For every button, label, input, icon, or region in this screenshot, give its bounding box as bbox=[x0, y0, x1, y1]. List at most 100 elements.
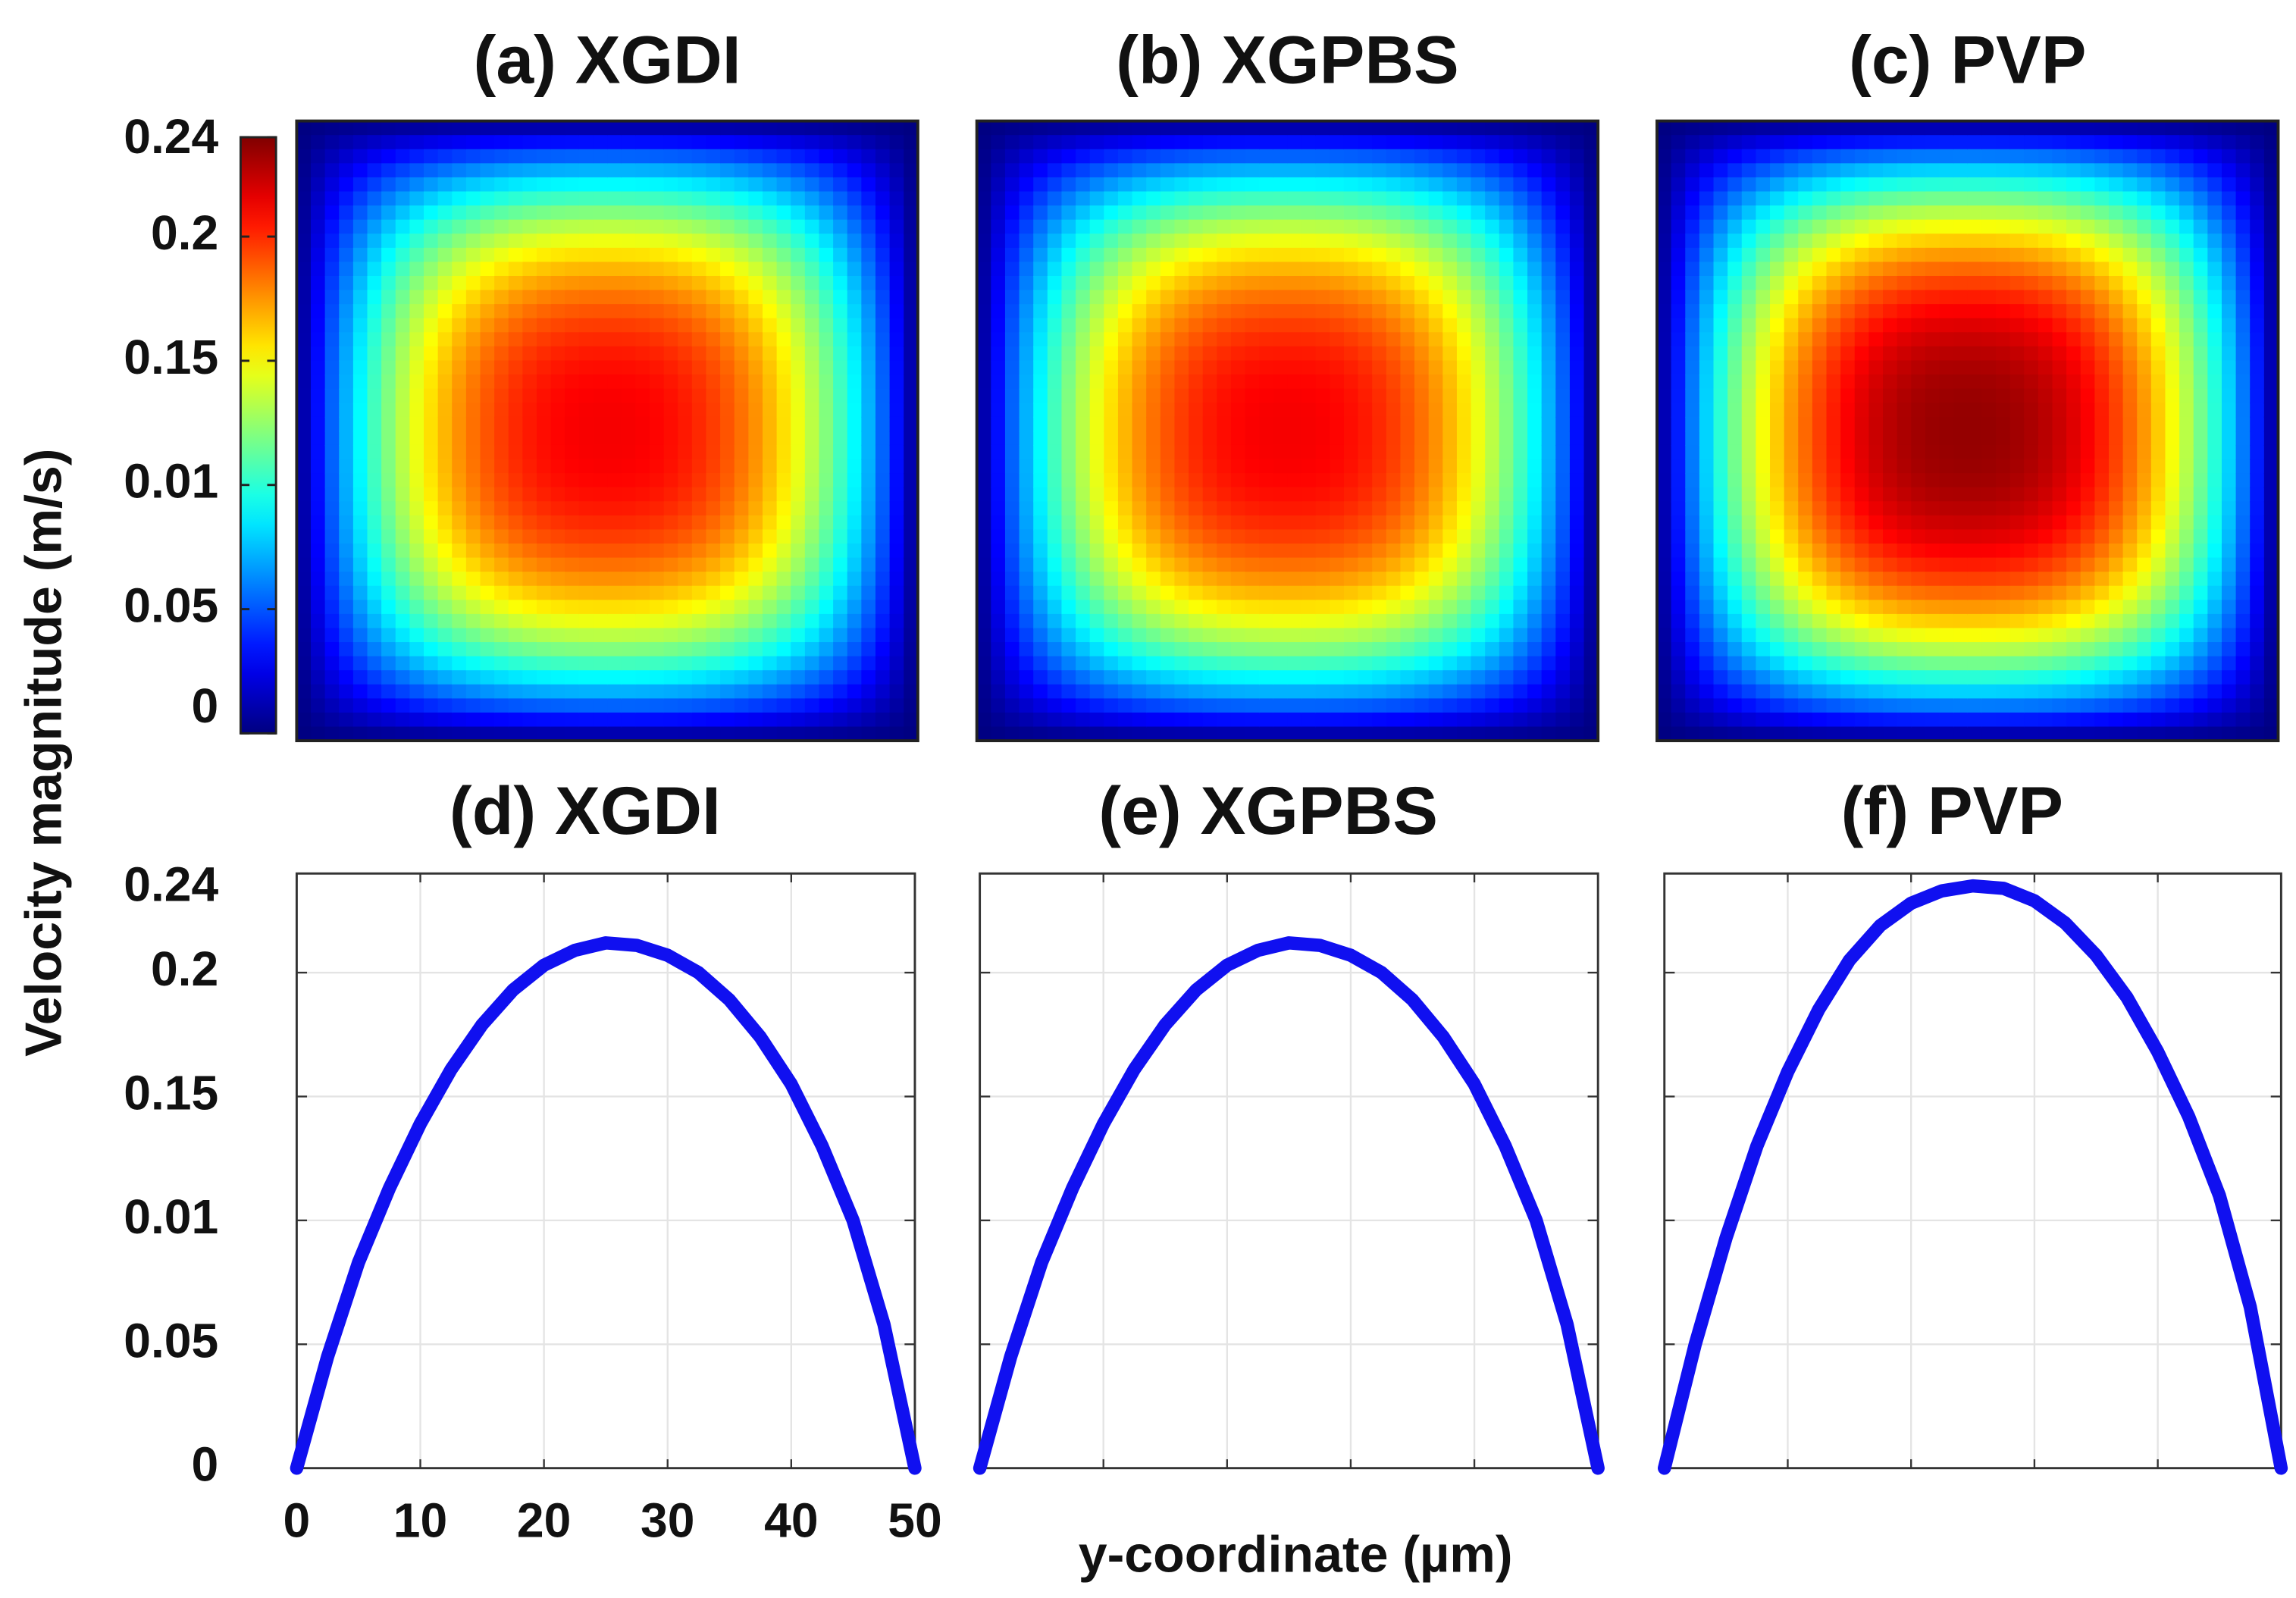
heatmap-cell bbox=[550, 712, 566, 728]
heatmap-cell bbox=[1868, 177, 1884, 193]
heatmap-cell bbox=[1727, 670, 1743, 685]
heatmap-cell bbox=[381, 557, 396, 573]
heatmap-cell bbox=[649, 346, 665, 362]
heatmap-cell bbox=[1132, 416, 1148, 432]
heatmap-cell bbox=[1315, 388, 1331, 404]
heatmap-cell bbox=[1981, 572, 1997, 587]
heatmap-cell bbox=[1343, 684, 1359, 700]
heatmap-cell bbox=[706, 459, 722, 475]
heatmap-cell bbox=[508, 304, 524, 319]
heatmap-cell bbox=[1798, 712, 1814, 728]
heatmap-cell bbox=[381, 163, 396, 179]
heatmap-cell bbox=[465, 233, 481, 249]
heatmap-cell bbox=[804, 332, 820, 348]
heatmap-cell bbox=[1513, 332, 1529, 348]
heatmap-cell bbox=[1854, 233, 1870, 249]
heatmap-cell bbox=[1967, 698, 1983, 714]
heatmap-cell bbox=[1202, 501, 1218, 517]
heatmap-cell bbox=[593, 318, 609, 334]
heatmap-cell bbox=[465, 459, 481, 475]
heatmap-cell bbox=[847, 431, 863, 446]
heatmap-cell bbox=[1995, 262, 2011, 277]
heatmap-cell bbox=[1527, 177, 1543, 193]
heatmap-cell bbox=[1259, 473, 1274, 488]
heatmap-cell bbox=[1330, 374, 1345, 390]
heatmap-cell bbox=[833, 275, 848, 291]
heatmap-cell bbox=[1784, 684, 1800, 700]
heatmap-cell bbox=[1245, 374, 1261, 390]
heatmap-cell bbox=[1995, 613, 2011, 629]
heatmap-cell bbox=[1202, 684, 1218, 700]
heatmap-cell bbox=[1699, 557, 1715, 573]
heatmap-cell bbox=[452, 191, 468, 207]
heatmap-cell bbox=[649, 515, 665, 531]
heatmap-cell bbox=[1245, 275, 1261, 291]
heatmap-cell bbox=[1784, 332, 1800, 348]
heatmap-cell bbox=[1287, 698, 1303, 714]
heatmap-cell bbox=[1657, 572, 1672, 587]
heatmap-cell bbox=[565, 191, 581, 207]
heatmap-cell bbox=[1868, 473, 1884, 488]
heatmap-cell bbox=[1202, 642, 1218, 657]
heatmap-cell bbox=[678, 515, 694, 531]
heatmap-cell bbox=[635, 726, 651, 742]
heatmap-cell bbox=[395, 262, 411, 277]
heatmap-cell bbox=[565, 135, 581, 150]
heatmap-cell bbox=[409, 515, 425, 531]
heatmap-cell bbox=[1812, 360, 1828, 376]
heatmap-cell bbox=[1671, 698, 1687, 714]
heatmap-cell bbox=[833, 459, 848, 475]
heatmap-cell bbox=[847, 304, 863, 319]
heatmap-cell bbox=[1939, 416, 1955, 432]
heatmap-cell bbox=[367, 585, 383, 601]
heatmap-cell bbox=[976, 613, 992, 629]
heatmap-cell bbox=[1033, 205, 1048, 221]
heatmap-cell bbox=[537, 304, 552, 319]
heatmap-cell bbox=[1202, 346, 1218, 362]
heatmap-cell bbox=[1217, 290, 1233, 306]
heatmap-cell bbox=[1699, 712, 1715, 728]
heatmap-cell bbox=[1485, 304, 1500, 319]
heatmap-cell bbox=[776, 163, 792, 179]
heatmap-cell bbox=[1400, 529, 1416, 545]
heatmap-cell bbox=[1372, 304, 1387, 319]
heatmap-cell bbox=[1358, 318, 1374, 334]
heatmap-cell bbox=[1287, 459, 1303, 475]
heatmap-cell bbox=[1174, 444, 1190, 460]
heatmap-cell bbox=[367, 459, 383, 475]
heatmap-cell bbox=[424, 388, 439, 404]
heatmap-cell bbox=[1456, 572, 1472, 587]
heatmap-cell bbox=[1541, 501, 1557, 517]
heatmap-cell bbox=[1699, 388, 1715, 404]
heatmap-cell bbox=[1004, 557, 1020, 573]
heatmap-cell bbox=[1555, 501, 1571, 517]
heatmap-cell bbox=[1259, 332, 1274, 348]
heatmap-cell bbox=[1527, 473, 1543, 488]
heatmap-cell bbox=[1741, 332, 1757, 348]
heatmap-cell bbox=[522, 459, 538, 475]
heatmap-cell bbox=[1428, 403, 1444, 418]
heatmap-cell bbox=[1798, 473, 1814, 488]
heatmap-cell bbox=[1713, 600, 1729, 616]
heatmap-cell bbox=[1330, 219, 1345, 235]
heatmap-cell bbox=[1245, 628, 1261, 644]
heatmap-cell bbox=[1400, 388, 1416, 404]
heatmap-cell bbox=[550, 135, 566, 150]
heatmap-cell bbox=[296, 642, 312, 657]
heatmap-cell bbox=[1798, 177, 1814, 193]
heatmap-cell bbox=[1456, 501, 1472, 517]
heatmap-cell bbox=[578, 670, 594, 685]
heatmap-cell bbox=[1372, 529, 1387, 545]
heatmap-cell bbox=[578, 149, 594, 164]
heatmap-cell bbox=[311, 613, 326, 629]
heatmap-cell bbox=[550, 698, 566, 714]
heatmap-cell bbox=[1330, 557, 1345, 573]
heatmap-cell bbox=[1527, 403, 1543, 418]
heatmap-cell bbox=[1104, 346, 1120, 362]
heatmap-cell bbox=[1911, 444, 1927, 460]
heatmap-cell bbox=[678, 177, 694, 193]
heatmap-cell bbox=[804, 290, 820, 306]
heatmap-cell bbox=[1372, 332, 1387, 348]
heatmap-cell bbox=[1713, 374, 1729, 390]
heatmap-cell bbox=[508, 177, 524, 193]
